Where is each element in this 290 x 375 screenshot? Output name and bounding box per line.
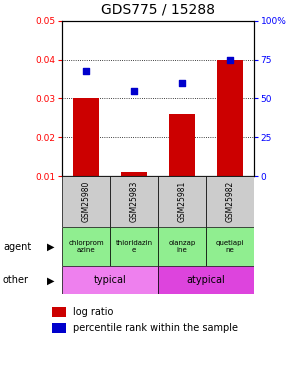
Text: GSM25980: GSM25980 — [82, 181, 91, 222]
Bar — [206, 176, 254, 227]
Bar — [73, 99, 99, 176]
Bar — [169, 114, 195, 176]
Text: atypical: atypical — [186, 275, 225, 285]
Bar — [206, 227, 254, 266]
Text: ▶: ▶ — [47, 242, 55, 252]
Text: quetiapi
ne: quetiapi ne — [215, 240, 244, 253]
Bar — [62, 266, 158, 294]
Bar — [110, 176, 158, 227]
Bar — [52, 307, 66, 317]
Text: olanzap
ine: olanzap ine — [168, 240, 195, 253]
Text: agent: agent — [3, 242, 31, 252]
Bar — [62, 227, 110, 266]
Text: thioridazin
e: thioridazin e — [115, 240, 153, 253]
Text: GSM25982: GSM25982 — [225, 181, 234, 222]
Text: GSM25983: GSM25983 — [130, 181, 139, 222]
Text: chlorprom
azine: chlorprom azine — [68, 240, 104, 253]
Bar — [121, 172, 147, 176]
Text: GSM25981: GSM25981 — [177, 181, 186, 222]
Text: ▶: ▶ — [47, 275, 55, 285]
Point — [84, 68, 89, 74]
Text: other: other — [3, 275, 29, 285]
Point — [132, 88, 136, 94]
Text: GDS775 / 15288: GDS775 / 15288 — [101, 3, 215, 17]
Point — [180, 80, 184, 86]
Text: log ratio: log ratio — [72, 307, 113, 317]
Bar — [217, 60, 243, 176]
Bar — [158, 266, 254, 294]
Text: typical: typical — [94, 275, 126, 285]
Point — [228, 57, 232, 63]
Bar — [62, 176, 110, 227]
Bar — [158, 176, 206, 227]
Text: percentile rank within the sample: percentile rank within the sample — [72, 323, 238, 333]
Bar — [52, 323, 66, 333]
Bar — [110, 227, 158, 266]
Bar — [158, 227, 206, 266]
